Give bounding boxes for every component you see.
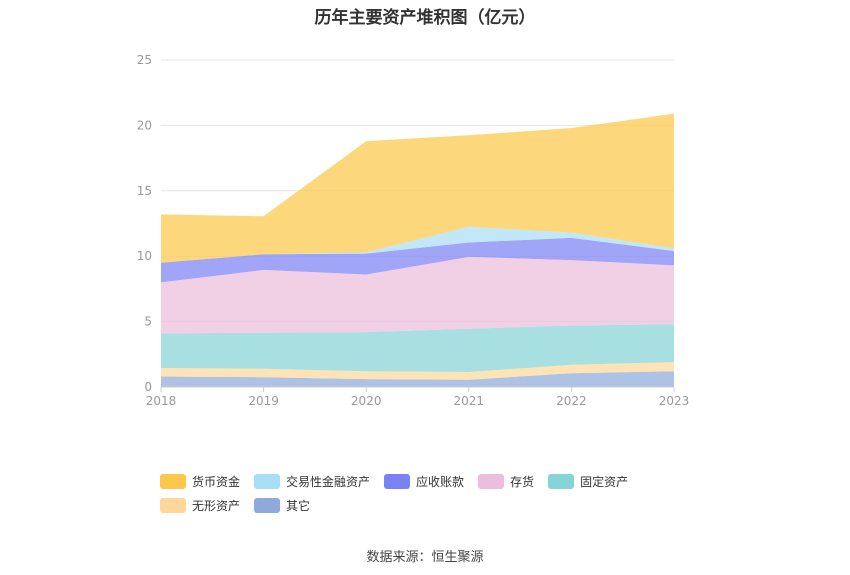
area-series — [161, 371, 674, 387]
chart-title: 历年主要资产堆积图（亿元） — [314, 8, 536, 28]
legend-item[interactable]: 存货 — [478, 472, 534, 490]
area-series — [161, 237, 674, 283]
legend-item[interactable]: 货币资金 — [160, 472, 240, 490]
legend-label: 存货 — [510, 474, 535, 489]
area-series — [161, 324, 674, 372]
legend-label: 货币资金 — [192, 474, 241, 489]
legend-item[interactable]: 其它 — [254, 496, 310, 514]
legend-item[interactable]: 无形资产 — [160, 496, 240, 514]
y-tick-label: 10 — [137, 249, 152, 263]
legend-swatch — [160, 473, 186, 489]
y-tick-label: 25 — [137, 53, 152, 67]
legend-swatch — [254, 473, 281, 489]
legend-swatch — [478, 473, 505, 489]
legend-item[interactable]: 交易性金融资产 — [254, 472, 370, 490]
stacked-area-chart: 0 5 10 15 20 25 2018 2019 2020 2021 2022 2023 — [137, 53, 690, 408]
x-tick-label: 2019 — [248, 394, 279, 408]
data-source-note: 数据来源：恒生聚源 — [366, 550, 484, 565]
legend-label: 应收账款 — [416, 474, 465, 489]
legend-label: 无形资产 — [192, 498, 241, 513]
legend-swatch — [254, 497, 281, 513]
legend-swatch — [160, 497, 186, 513]
legend-label: 固定资产 — [580, 474, 629, 489]
x-tick-label: 2023 — [659, 394, 690, 408]
area-series — [161, 113, 674, 263]
legend-item[interactable]: 固定资产 — [548, 472, 628, 490]
chart-legend: 货币资金 交易性金融资产 应收账款 存货 固定资产无形资产 其它 — [160, 472, 720, 514]
legend-swatch — [548, 473, 575, 489]
x-tick-label: 2021 — [454, 394, 485, 408]
legend-swatch — [384, 473, 411, 489]
y-tick-label: 5 — [144, 315, 152, 329]
y-tick-label: 20 — [137, 118, 152, 132]
y-tick-label: 0 — [144, 380, 152, 394]
x-tick-label: 2022 — [556, 394, 587, 408]
legend-label: 其它 — [286, 498, 311, 513]
legend-item[interactable]: 应收账款 — [384, 472, 464, 490]
area-series — [161, 362, 674, 380]
x-tick-label: 2020 — [351, 394, 382, 408]
x-tick-label: 2018 — [146, 394, 177, 408]
legend-label: 交易性金融资产 — [286, 474, 371, 489]
y-tick-label: 15 — [137, 184, 152, 198]
area-series — [161, 256, 674, 334]
area-series — [161, 226, 674, 263]
